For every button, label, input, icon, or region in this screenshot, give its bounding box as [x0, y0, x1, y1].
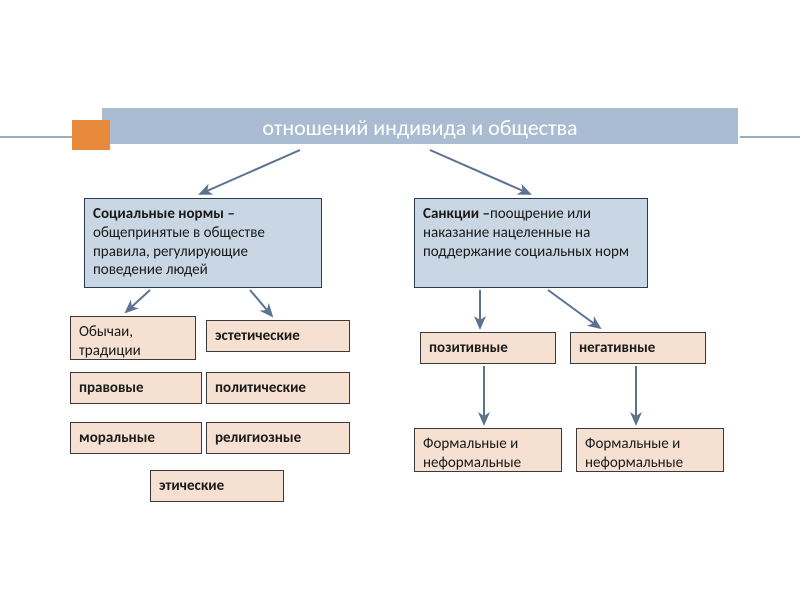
item-political: политические — [206, 372, 350, 404]
item-religious: религиозные — [206, 422, 350, 454]
title-bar: отношений индивида и общества — [100, 106, 740, 146]
accent-square — [72, 120, 110, 150]
item-ethical: этические — [150, 470, 284, 502]
item-formal-1-label: Формальные и неформальные — [423, 435, 521, 472]
item-aesthetic-label: эстетические — [215, 327, 300, 346]
item-customs-label: Обычаи, традиции — [79, 323, 141, 360]
item-positive: позитивные — [420, 332, 556, 364]
def-norms-bold: Социальные нормы – — [93, 205, 235, 223]
item-aesthetic: эстетические — [206, 320, 350, 352]
item-political-label: политические — [215, 379, 306, 398]
item-customs: Обычаи, традиции — [70, 316, 196, 360]
item-formal-2-label: Формальные и неформальные — [585, 435, 683, 472]
item-legal: правовые — [70, 372, 202, 404]
item-religious-label: религиозные — [215, 429, 301, 448]
item-legal-label: правовые — [79, 379, 144, 398]
item-formal-1: Формальные и неформальные — [414, 428, 562, 472]
arrows-layer — [0, 0, 800, 600]
def-norms-rest: общепринятые в обществе правила, регулир… — [93, 224, 265, 280]
def-sanct-bold: Санкции – — [423, 205, 490, 223]
def-sanctions: Санкции –поощрение или наказание нацелен… — [414, 198, 648, 288]
item-ethical-label: этические — [159, 477, 224, 496]
title-text: отношений индивида и общества — [262, 114, 577, 141]
item-positive-label: позитивные — [429, 339, 508, 358]
def-social-norms: Социальные нормы – общепринятые в общест… — [84, 198, 322, 288]
item-formal-2: Формальные и неформальные — [576, 428, 724, 472]
item-negative: негативные — [570, 332, 706, 364]
item-negative-label: негативные — [579, 339, 655, 358]
item-moral: моральные — [70, 422, 202, 454]
item-moral-label: моральные — [79, 429, 155, 448]
